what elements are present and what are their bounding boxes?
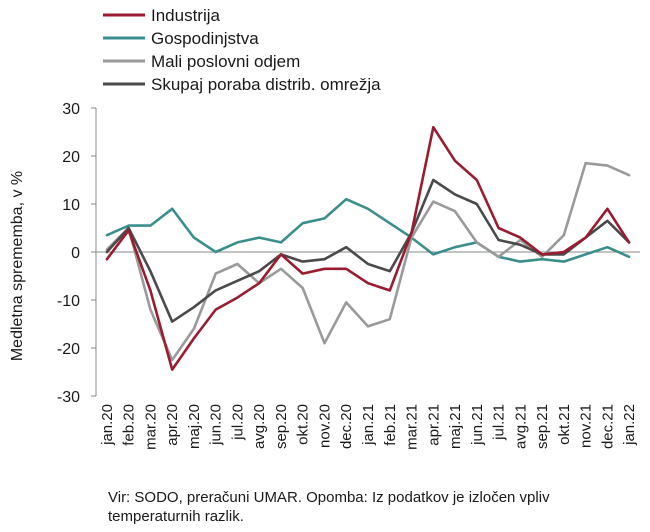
series-line-0 [105, 125, 631, 371]
legend: Industrija Gospodinjstva Mali poslovni odj… [103, 6, 381, 94]
y-tick-label: -30 [57, 389, 80, 406]
y-axis-label: Medletna sprememba, v % [9, 171, 26, 361]
x-tick-label: feb.20 [121, 404, 138, 446]
x-tick-label: dec.21 [599, 404, 616, 449]
x-tick-label: avg.20 [251, 404, 268, 449]
series-layer [105, 125, 631, 371]
series-line-1 [105, 197, 631, 263]
x-tick-label: sep.20 [273, 404, 290, 449]
legend-label: Skupaj poraba distrib. omrežja [151, 75, 381, 94]
x-tick-label: okt.21 [556, 404, 573, 445]
source-note: Vir: SODO, preračuni UMAR. Opomba: Iz po… [108, 489, 550, 525]
x-tick-label: apr.20 [164, 404, 181, 446]
y-tick-label: 30 [62, 101, 80, 118]
x-tick-label: dec.20 [338, 404, 355, 449]
x-tick-label: jul.21 [491, 404, 508, 441]
x-tick-label: apr.21 [425, 404, 442, 446]
x-tick-label: jan.22 [621, 404, 638, 446]
x-tick-label: jan.20 [99, 404, 116, 446]
y-axis: -30 -20 -10 0 10 20 30 [57, 101, 97, 406]
x-tick-label: mar.20 [142, 404, 159, 450]
legend-label: Industrija [151, 6, 221, 25]
x-tick-label: mar.21 [404, 404, 421, 450]
x-tick-label: sep.21 [534, 404, 551, 449]
x-axis: jan.20 feb.20 mar.20 apr.20 maj.20 jun.20 jul.… [96, 251, 640, 450]
x-tick-label: nov.20 [316, 404, 333, 448]
x-tick-label: maj.20 [186, 404, 203, 449]
x-tick-label: jun.20 [208, 404, 225, 446]
legend-label: Mali poslovni odjem [151, 52, 300, 71]
y-tick-label: 20 [62, 149, 80, 166]
x-tick-label: jun.21 [469, 404, 486, 446]
series-line-2 [105, 161, 631, 362]
y-tick-label: 10 [62, 197, 80, 214]
y-tick-label: -10 [57, 293, 80, 310]
x-tick-label: nov.21 [578, 404, 595, 448]
series-line-3 [105, 178, 631, 323]
x-tick-label: jul.20 [229, 404, 246, 441]
x-tick-label: avg.21 [512, 404, 529, 449]
x-tick-label: jan.21 [360, 404, 377, 446]
y-tick-label: -20 [57, 341, 80, 358]
legend-label: Gospodinjstva [151, 29, 259, 48]
x-tick-label: maj.21 [447, 404, 464, 449]
x-tick-label: feb.21 [382, 404, 399, 446]
x-tick-label: okt.20 [295, 404, 312, 445]
y-tick-label: 0 [71, 245, 80, 262]
